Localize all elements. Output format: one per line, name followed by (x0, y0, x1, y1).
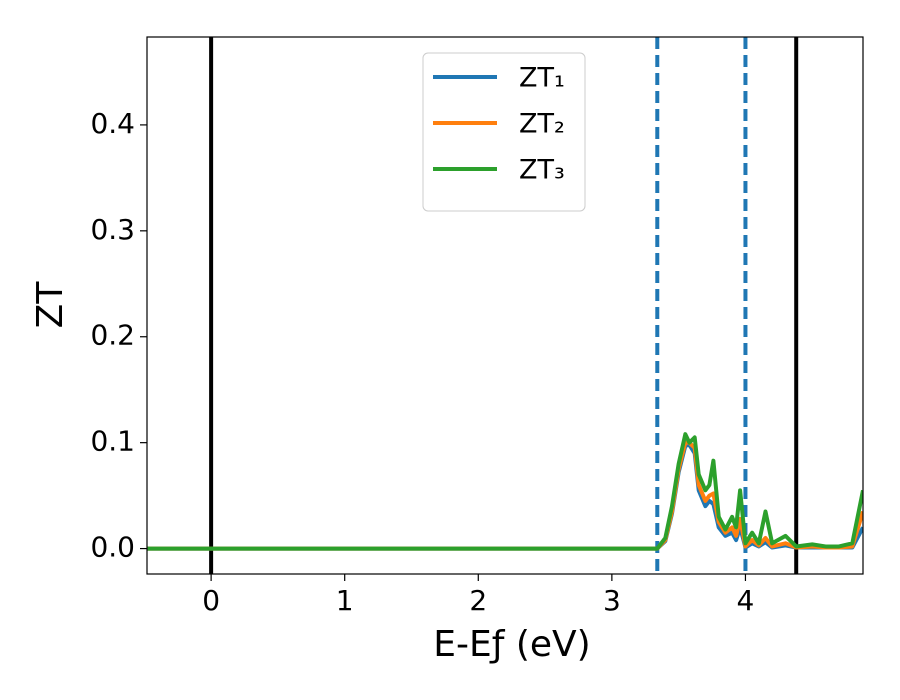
y-tick-label: 0.3 (90, 213, 135, 246)
plot-area (147, 37, 863, 574)
legend-label: ZT₁ (519, 63, 565, 94)
x-tick-label: 0 (202, 584, 220, 617)
x-tick-label: 3 (603, 584, 621, 617)
x-tick-label: 2 (469, 584, 487, 617)
legend-label: ZT₃ (519, 155, 565, 186)
y-tick-label: 0.2 (90, 319, 135, 352)
legend-label: ZT₂ (519, 109, 565, 140)
y-axis-label: ZT (30, 281, 71, 329)
plot-frame (146, 36, 864, 575)
x-tick-label: 4 (737, 584, 755, 617)
y-tick-label: 0.0 (90, 531, 135, 564)
y-tick-label: 0.1 (90, 425, 135, 458)
y-tick-label: 0.4 (90, 107, 135, 140)
x-axis-label: E-Eƒ (eV) (433, 624, 590, 665)
legend-box (422, 52, 586, 212)
series-line (147, 432, 863, 551)
x-tick-label: 1 (336, 584, 354, 617)
